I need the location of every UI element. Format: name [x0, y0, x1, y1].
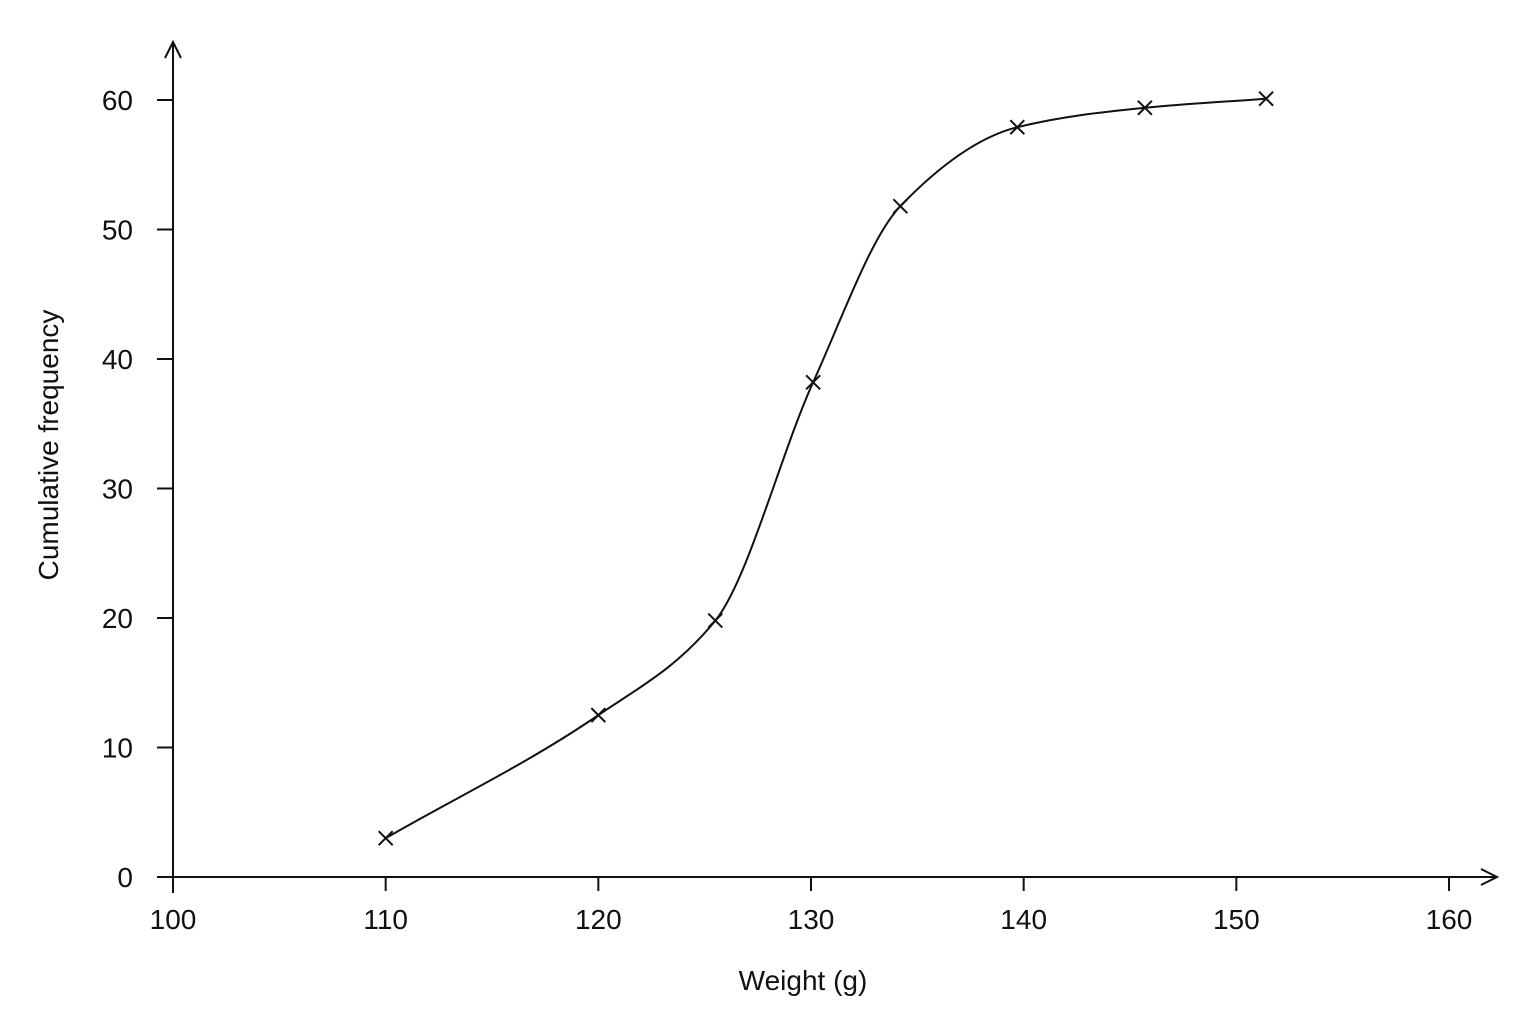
plot-area: [377, 90, 1274, 846]
y-tick-label: 60: [102, 85, 133, 116]
x-ticks: 100 110 120 130 140 150 160: [150, 877, 1473, 935]
y-tick-label: 40: [102, 344, 133, 375]
x-tick-label: 160: [1426, 904, 1473, 935]
x-tick-label: 110: [363, 904, 408, 935]
data-point-marker: [1137, 100, 1153, 116]
x-axis: 100 110 120 130 140 150 160 Weight (g): [150, 868, 1500, 996]
x-tick-label: 120: [575, 904, 622, 935]
data-point-marker: [590, 707, 607, 723]
x-axis-title: Weight (g): [739, 965, 868, 996]
y-tick-label: 0: [117, 862, 133, 893]
y-ticks: 0 10 20 30 40 50 60: [102, 85, 173, 893]
y-tick-label: 10: [102, 733, 133, 764]
y-tick-label: 20: [102, 603, 133, 634]
data-point-marker: [707, 612, 724, 629]
y-axis-arrowhead: [164, 39, 182, 59]
data-point-marker: [377, 830, 394, 846]
y-tick-label: 50: [102, 215, 133, 246]
data-point-marker: [1009, 119, 1025, 135]
x-tick-label: 140: [1000, 904, 1047, 935]
data-point-marker: [892, 198, 909, 214]
data-markers: [377, 90, 1274, 846]
y-axis: 0 10 20 30 40 50 60 Cumulative frequency: [33, 39, 182, 893]
y-tick-label: 30: [102, 474, 133, 505]
x-axis-arrowhead: [1480, 868, 1500, 886]
data-point-marker: [1258, 90, 1274, 107]
x-tick-label: 100: [150, 904, 197, 935]
y-axis-title: Cumulative frequency: [33, 310, 64, 581]
series-curve: [385, 97, 1267, 840]
x-tick-label: 150: [1213, 904, 1260, 935]
data-point-marker: [805, 374, 821, 391]
x-tick-label: 130: [788, 904, 835, 935]
